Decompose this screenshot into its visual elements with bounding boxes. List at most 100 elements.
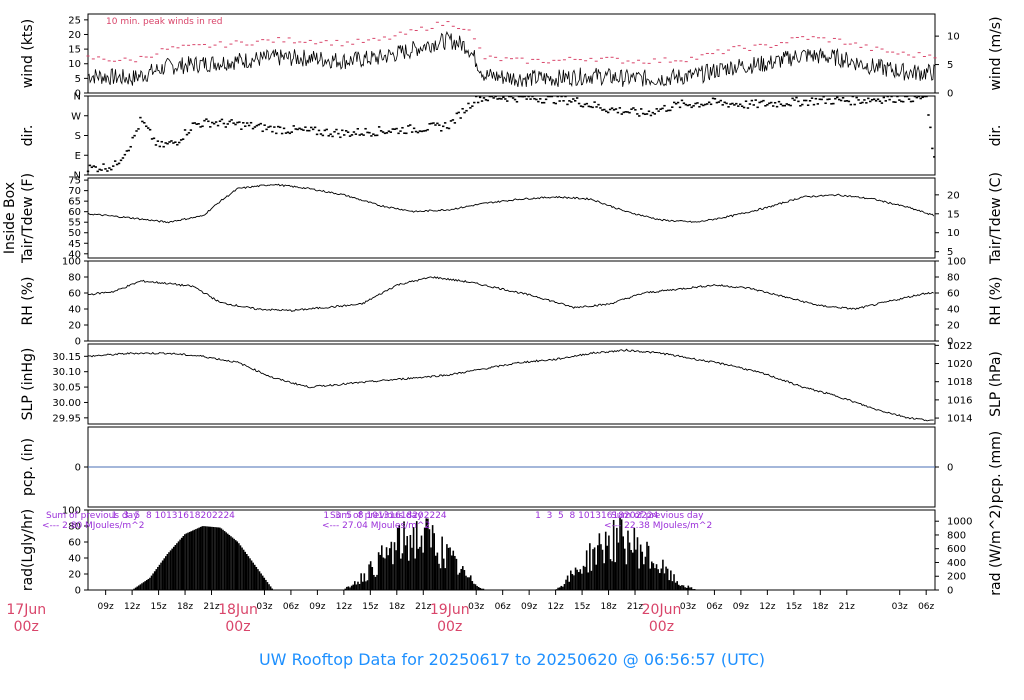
xtick-label: 21z [203,602,219,612]
rad-hour-mark: 24 [435,511,447,521]
day-date-label: 19Jun [430,602,470,618]
rad-hour-mark: 1 [535,511,541,521]
ytick-right-label: 1000 [947,517,972,528]
ytick-right-label: 1016 [947,395,972,406]
ytick-right-label: 0 [947,586,953,597]
rad-note-line2: <--- 22.38 MJoules/m^2 [604,521,712,531]
rad-hour-mark: 5 [346,511,352,521]
xtick-label: 18z [389,602,405,612]
day-zulu-label: 00z [437,619,462,635]
wind-series [87,31,936,88]
rad-hour-mark: 20 [412,511,424,521]
rad-hour-mark: 10 [578,511,590,521]
ytick-left-label: 60 [68,207,81,218]
rad-hour-mark: 20 [624,511,636,521]
ytick-right-label: 10 [947,32,960,43]
rad-hour-mark: 3 [123,511,129,521]
xtick-label: 15z [786,602,802,612]
ytick-left-label: 65 [68,197,81,208]
ytick-left-label: 10 [68,59,81,70]
ytick-left-label: 20 [68,30,81,41]
ytick-right-label: 0 [947,337,953,348]
ytick-left-label: N [74,171,81,182]
xtick-label: 09z [309,602,325,612]
rad-hour-mark: 13 [590,511,601,521]
time-axis: 09z 12z 15z 18z 21z 03z 06z 09z 12z 15z 18z 21z 03z 0… [6,590,935,635]
ytick-left-label: 15 [68,45,81,56]
rad-hour-mark: 3 [547,511,553,521]
xtick-label: 12z [336,602,352,612]
ytick-left-label: 60 [68,289,81,300]
ylabel-left: SLP (inHg) [20,348,36,421]
ytick-left-label: 0 [75,89,81,100]
ytick-left-label: 30.05 [52,383,81,394]
ylabel-right: Tair/Tdew (C) [988,172,1004,265]
ytick-left-label: 5 [75,74,81,85]
day-date-label: 18Jun [218,602,258,618]
ytick-right-label: 0 [947,89,953,100]
rad-hour-mark: 10 [155,511,167,521]
xtick-label: 09z [98,602,114,612]
xtick-label: 21z [415,602,431,612]
ytick-left-label: 30.10 [52,367,81,378]
rad-note-line1: Sum of previous day [330,511,423,521]
ylabel-left: wind (kts) [20,19,36,88]
rad-hour-mark: 5 [135,511,141,521]
xtick-label: 03z [468,602,484,612]
rad-hour-mark: 22 [424,511,435,521]
rad-hour-mark: 16 [601,511,613,521]
rad-hour-mark: 13 [166,511,177,521]
slp-series [87,348,934,422]
ylabel-left: dir. [20,125,36,147]
rad-hour-mark: 16 [178,511,190,521]
rad-hour-mark: 1 [323,511,329,521]
rad-hour-mark: 13 [378,511,389,521]
ytick-left-label: 40 [68,305,81,316]
ytick-left-label: 0 [75,463,81,474]
ylabel-right: dir. [988,125,1004,147]
rad-hour-mark: 18 [189,511,201,521]
ytick-right-label: 100 [947,257,966,268]
ylabel-left: rad(Lgly/hr) [20,509,36,591]
xtick-label: 18z [600,602,616,612]
ytick-right-label: 15 [947,209,960,220]
xtick-label: 21z [627,602,643,612]
dir-series [86,95,936,173]
ytick-left-label: 20 [68,321,81,332]
xtick-label: 06z [283,602,299,612]
rad-hour-mark: 10 [366,511,378,521]
ytick-left-label: 40 [68,554,81,565]
ytick-left-label: 100 [62,506,81,517]
wind-peak-series [86,21,937,64]
rad-hour-mark: 8 [570,511,576,521]
ytick-left-label: N [74,92,81,103]
ytick-left-label: 80 [68,522,81,533]
rad-hour-mark: 1 [112,511,118,521]
ytick-left-label: E [75,151,81,162]
xtick-label: 15z [362,602,378,612]
ytick-right-label: 0 [947,463,953,474]
wind-annotation: 10 min. peak winds in red [106,17,223,27]
xtick-label: 18z [177,602,193,612]
ytick-left-label: 50 [68,228,81,239]
xtick-label: 06z [706,602,722,612]
ytick-right-label: 1022 [947,341,972,352]
day-zulu-label: 00z [649,619,674,635]
rad-hour-mark: 3 [335,511,341,521]
ytick-right-label: 20 [947,321,960,332]
xtick-label: 09z [521,602,537,612]
rad-hour-mark: 20 [201,511,213,521]
ytick-right-label: 40 [947,305,960,316]
panel-frame [87,509,936,591]
ytick-right-label: 1014 [947,414,972,425]
xtick-label: 06z [918,602,934,612]
panel-frame [87,177,936,259]
ytick-right-label: 400 [947,558,966,569]
ytick-right-label: 800 [947,530,966,541]
ytick-left-label: 29.95 [52,413,81,424]
ytick-right-label: 200 [947,572,966,583]
panel-frame [87,13,936,94]
